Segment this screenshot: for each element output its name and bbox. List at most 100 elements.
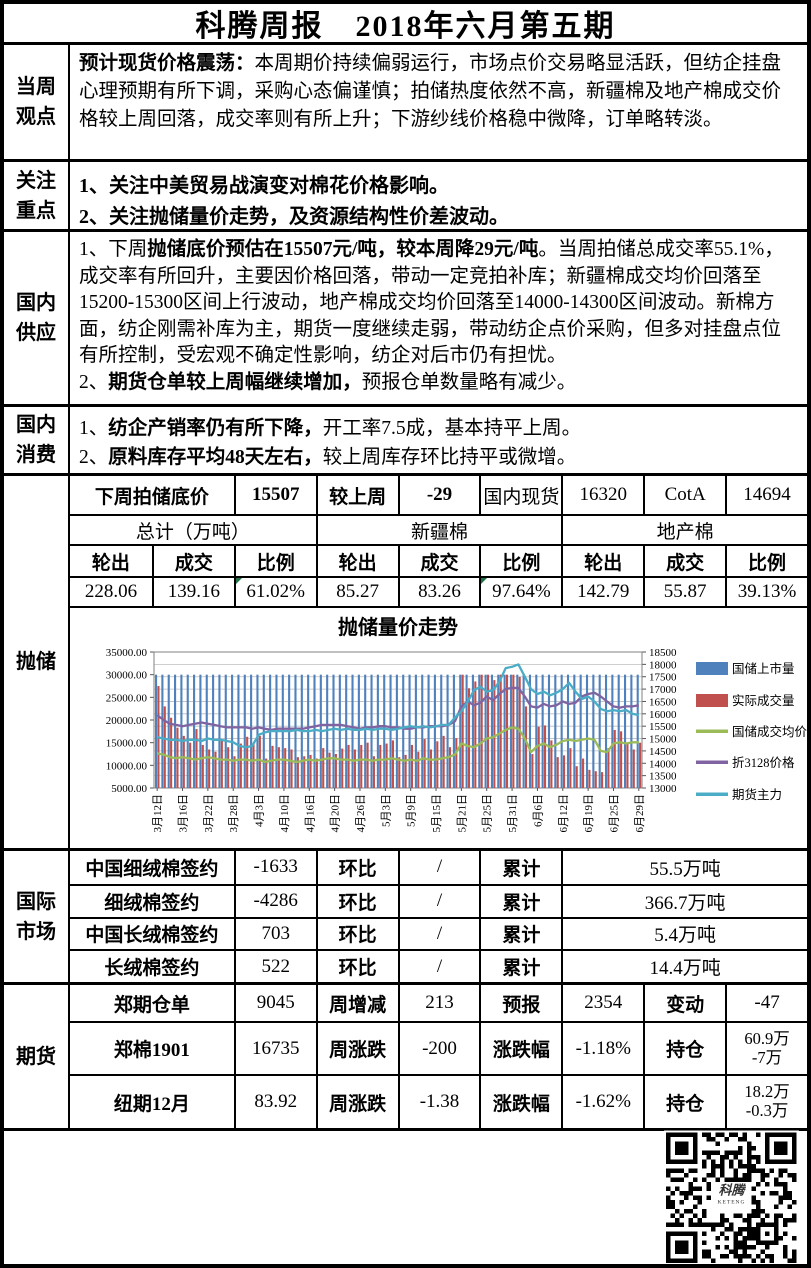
table-cell: 较上周 <box>315 476 398 514</box>
paragraph: 2、原料库存平均48天左右，较上周库存环比持平或微增。 <box>79 447 577 468</box>
table-cell: -29 <box>397 476 480 514</box>
section-label: 关注重点 <box>4 162 70 229</box>
table-cell: 地产棉 <box>561 514 807 544</box>
table-cell: 郑期仓单 <box>113 994 190 1016</box>
table-cell: 下周拍储底价 <box>94 486 209 508</box>
page-title: 科腾周报 2018年六月第五期 <box>4 4 807 45</box>
table-cell: 703 <box>233 916 316 950</box>
section-content: 中国细绒棉签约 -1633 环比 / 累计 55.5万吨 细绒棉签约 -4286 环比 / 累计 36… <box>70 851 807 982</box>
section-content: 1、纺企产销率仍有所下降，开工率7.5成，基本持平上周。 2、原料库存平均48天左… <box>70 407 807 473</box>
svg-text:5月21日: 5月21日 <box>456 794 468 833</box>
table-cell: 142.79 <box>561 576 644 606</box>
table-cell: 周涨跌 <box>315 1074 398 1128</box>
table-cell: 周涨跌 <box>315 1021 398 1074</box>
table-cell: / <box>397 949 480 982</box>
svg-text:5月9日: 5月9日 <box>406 794 418 827</box>
table-cell: -1.18% <box>561 1021 644 1074</box>
table-cell: 366.7万吨 <box>561 883 807 917</box>
table-cell: 15507 <box>233 476 316 514</box>
svg-text:5月31日: 5月31日 <box>507 794 519 833</box>
section-weekly-view: 当周观点 预计现货价格震荡：本周期价持续偏弱运行，市场点价交易略显活跃，但纺企挂… <box>4 45 807 162</box>
table-cell: 14.4万吨 <box>561 949 807 982</box>
svg-text:13500: 13500 <box>649 771 677 783</box>
international-table: 中国细绒棉签约 -1633 环比 / 累计 55.5万吨 细绒棉签约 -4286 环比 / 累计 36… <box>70 851 807 982</box>
table-cell: 总计（万吨） <box>70 514 316 544</box>
table-cell: 环比 <box>315 916 398 950</box>
section-label: 当周观点 <box>4 45 70 159</box>
svg-text:14500: 14500 <box>649 746 677 758</box>
reserve-chart-area: 抛储量价走势 13000 13500 14000 14500 15000 15500 1600… <box>70 606 807 850</box>
svg-text:4月20日: 4月20日 <box>330 794 342 833</box>
svg-text:15000: 15000 <box>649 734 677 746</box>
svg-text:5月25日: 5月25日 <box>482 794 494 833</box>
section-label: 抛储 <box>4 476 70 848</box>
table-cell: 97.64% <box>479 576 562 606</box>
svg-text:30000.00: 30000.00 <box>106 670 148 682</box>
table-cell: 持仓 <box>643 1074 726 1128</box>
table-cell: 持仓 <box>643 1021 726 1074</box>
table-cell: 9045 <box>233 985 316 1021</box>
table-cell: 83.92 <box>233 1074 316 1128</box>
svg-text:5月3日: 5月3日 <box>380 794 392 827</box>
table-cell: 新疆棉 <box>315 514 562 544</box>
svg-text:国储成交均价: 国储成交均价 <box>732 724 807 739</box>
table-cell: / <box>397 916 480 950</box>
reserve-chart: 抛储量价走势 1300013500140001450015000155001600… <box>106 615 807 833</box>
qr-logo: 科腾 <box>718 1182 746 1197</box>
table-cell: 2354 <box>561 985 643 1021</box>
qr-code: 科腾 KETENG <box>664 1130 799 1264</box>
svg-text:35000.00: 35000.00 <box>106 647 148 659</box>
svg-text:5000.00: 5000.00 <box>111 783 147 795</box>
table-cell: 成交 <box>643 544 726 576</box>
table-cell: 轮出 <box>315 544 398 576</box>
table-cell: 85.27 <box>315 576 398 606</box>
svg-text:18000: 18000 <box>649 659 677 671</box>
svg-text:3月16日: 3月16日 <box>178 794 190 833</box>
section-content: 1、关注中美贸易战演变对棉花价格影响。 2、关注抛储量价走势，及资源结构性价差波动… <box>70 162 807 229</box>
svg-text:15000.00: 15000.00 <box>106 738 148 750</box>
table-cell: 比例 <box>725 544 807 576</box>
table-cell: -4286 <box>233 883 316 917</box>
table-cell: CotA <box>643 476 725 514</box>
svg-text:14000: 14000 <box>649 758 677 770</box>
table-cell: 涨跌幅 <box>479 1074 562 1128</box>
section-content: 郑期仓单 9045 周增减 213 预报 2354 变动 -47 郑棉1901 16735 周涨跌 -… <box>70 985 807 1128</box>
paragraph: 1、关注中美贸易战演变对棉花价格影响。 <box>79 175 449 197</box>
paragraph: 预计现货价格震荡：本周期价持续偏弱运行，市场点价交易略显活跃，但纺企挂盘心理预期… <box>79 53 782 130</box>
table-cell: / <box>397 883 480 917</box>
table-cell: 累计 <box>479 851 561 884</box>
svg-text:16000: 16000 <box>649 709 677 721</box>
table-cell: 环比 <box>315 949 398 982</box>
section-label: 期货 <box>4 985 70 1128</box>
section-domestic-supply: 国内供应 1、下周抛储底价预估在15507元/吨，较本周降29元/吨。当周拍储总… <box>4 232 807 407</box>
svg-text:国储上市量: 国储上市量 <box>732 661 795 676</box>
table-cell: -47 <box>725 985 807 1021</box>
table-cell: 周增减 <box>315 985 398 1021</box>
svg-text:16500: 16500 <box>649 696 677 708</box>
svg-text:3月12日: 3月12日 <box>152 794 164 833</box>
svg-text:3月28日: 3月28日 <box>228 794 240 833</box>
svg-text:期货主力: 期货主力 <box>732 787 782 802</box>
table-cell: 比例 <box>233 544 316 576</box>
section-label: 国际市场 <box>4 851 70 982</box>
table-cell: 16320 <box>561 476 643 514</box>
svg-text:6月19日: 6月19日 <box>583 794 595 833</box>
table-cell: 纽期12月 <box>70 1074 234 1128</box>
section-domestic-consumption: 国内消费 1、纺企产销率仍有所下降，开工率7.5成，基本持平上周。 2、原料库存平… <box>4 407 807 476</box>
svg-text:20000.00: 20000.00 <box>106 715 148 727</box>
svg-text:4月10日: 4月10日 <box>279 794 291 833</box>
section-focus: 关注重点 1、关注中美贸易战演变对棉花价格影响。 2、关注抛储量价走势，及资源结构… <box>4 162 807 232</box>
table-cell: 轮出 <box>561 544 644 576</box>
section-label: 国内消费 <box>4 407 70 473</box>
chart-title: 抛储量价走势 <box>338 615 458 639</box>
section-futures: 期货 郑期仓单 9045 周增减 213 预报 2354 变动 -47 郑棉1901 16735 周… <box>4 985 807 1131</box>
table-cell: 细绒棉签约 <box>70 883 234 917</box>
table-cell: 累计 <box>479 949 562 982</box>
table-cell: 213 <box>397 985 480 1021</box>
table-cell: 中国细绒棉签约 <box>85 858 219 880</box>
svg-text:折3128价格: 折3128价格 <box>732 755 795 770</box>
svg-text:6月29日: 6月29日 <box>634 794 646 833</box>
svg-text:25000.00: 25000.00 <box>106 692 148 704</box>
table-cell: -1.62% <box>561 1074 644 1128</box>
